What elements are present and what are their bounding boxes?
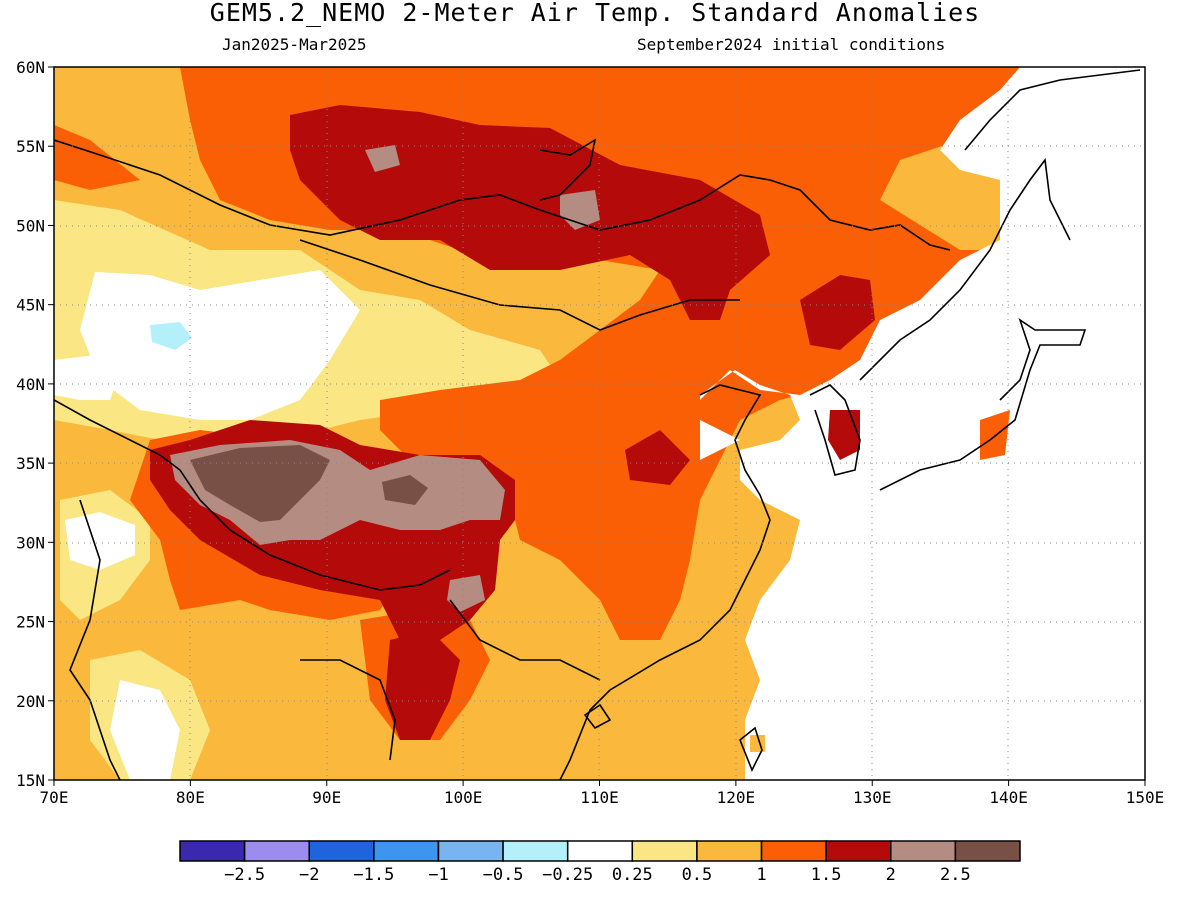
lat-tick-label: 45N: [16, 296, 45, 315]
lat-tick-label: 35N: [16, 454, 45, 473]
boundary: [300, 659, 396, 761]
map-title: GEM5.2_NEMO 2-Meter Air Temp. Standard A…: [209, 0, 981, 27]
colorbar-label: −0.25: [542, 865, 593, 885]
initial-conditions: September2024 initial conditions: [637, 35, 946, 54]
colorbar-swatch: [825, 840, 892, 862]
colorbar-label: 0.25: [612, 865, 653, 885]
boundary: [54, 399, 451, 591]
lat-tick-label: 55N: [16, 137, 45, 156]
axis-layer: 70E 80E 90E 100E 110E 120E 130E 140E 150E 60N 55N 5…: [16, 58, 1164, 807]
anomaly-region-2: [365, 145, 400, 172]
anomaly-region-negative: [150, 322, 192, 350]
lon-tick-label: 130E: [853, 788, 892, 807]
anomaly-region-neutral: [65, 512, 135, 570]
colorbar-swatch: [437, 840, 504, 862]
lat-tick-label: 30N: [16, 533, 45, 552]
colorbar-label: 1: [756, 865, 766, 885]
lat-tick-label: 15N: [16, 771, 45, 790]
colorbar-label: −2.5: [224, 865, 265, 885]
colorbar-label: 0.5: [682, 865, 713, 885]
anomaly-region-1: [54, 125, 140, 190]
anomaly-region-2-5: [382, 475, 428, 505]
colorbar-swatch: [696, 840, 763, 862]
colorbar-swatch: [954, 840, 1021, 862]
anomaly-region-2-5: [190, 445, 330, 522]
gridlines: [54, 67, 1145, 780]
boundary: [539, 138, 597, 201]
colorbar-swatch: [760, 840, 827, 862]
boundary: [69, 499, 121, 780]
anomaly-region-neutral: [110, 680, 180, 780]
colorbar-label: 2.5: [940, 865, 971, 885]
boundary: [54, 139, 951, 251]
colorbar-label: −1.5: [353, 865, 394, 885]
colorbar-label: 2: [886, 865, 896, 885]
lon-tick-label: 140E: [989, 788, 1028, 807]
lat-tick-label: 25N: [16, 613, 45, 632]
anomaly-region-1-5: [625, 430, 690, 485]
coastline: [964, 69, 1141, 151]
colorbar-swatch: [243, 840, 310, 862]
boundary: [299, 239, 740, 331]
ocean-area: [54, 355, 120, 400]
anomaly-fill-layer: [54, 67, 1145, 780]
colorbar-swatch: [890, 840, 957, 862]
colorbar-label: −0.5: [483, 865, 524, 885]
anomaly-region-1-5: [800, 275, 875, 350]
anomaly-region-1-5: [385, 630, 460, 740]
boundary: [449, 599, 601, 681]
lat-tick-label: 60N: [16, 58, 45, 77]
colorbar-swatch: [308, 840, 375, 862]
lat-tick-label: 20N: [16, 692, 45, 711]
anomaly-region-1-5: [828, 410, 860, 460]
coastline: [739, 726, 763, 772]
lon-tick-label: 150E: [1126, 788, 1165, 807]
colorbar: −2.5 −2 −1.5 −1 −0.5 −0.25 0.25 0.5 1 1.5 2 2.5: [179, 840, 1021, 885]
lon-tick-label: 100E: [444, 788, 483, 807]
lon-tick-label: 70E: [40, 788, 69, 807]
colorbar-swatch: [566, 840, 634, 862]
coastline: [809, 384, 861, 476]
anomaly-region-neutral: [80, 270, 360, 420]
lon-tick-label: 120E: [717, 788, 756, 807]
lon-tick-label: 110E: [580, 788, 619, 807]
forecast-period: Jan2025-Mar2025: [222, 35, 367, 54]
colorbar-swatch: [373, 840, 440, 862]
lon-tick-label: 80E: [176, 788, 205, 807]
lon-tick-label: 90E: [312, 788, 341, 807]
colorbar-label: −1: [428, 865, 448, 885]
colorbar-swatch: [502, 840, 569, 862]
coastline: [583, 703, 612, 730]
coastline-layer: [54, 69, 1141, 780]
lat-tick-label: 50N: [16, 216, 45, 235]
ocean-area: [700, 67, 1145, 780]
colorbar-swatch: [179, 840, 246, 862]
colorbar-label: 1.5: [811, 865, 842, 885]
coastline: [879, 318, 1087, 491]
anomaly-region-2: [447, 575, 485, 612]
anomaly-region-1-5: [290, 105, 770, 320]
coastline: [859, 157, 1071, 381]
lat-tick-label: 40N: [16, 375, 45, 394]
colorbar-label: −2: [299, 865, 319, 885]
colorbar-swatch: [631, 840, 698, 862]
coastline: [559, 384, 771, 780]
